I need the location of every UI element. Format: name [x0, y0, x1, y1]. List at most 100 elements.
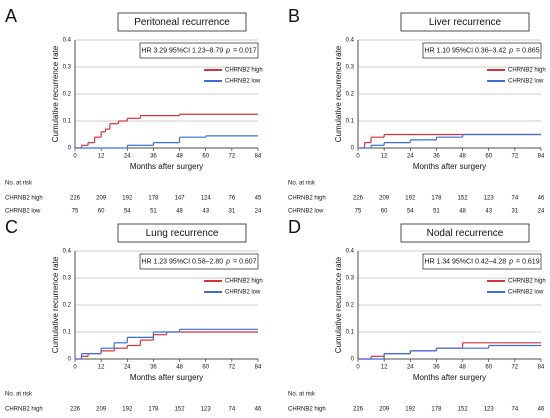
- x-tick-label: 12: [98, 365, 105, 371]
- x-tick-label: 84: [255, 154, 262, 160]
- p-label: p: [508, 47, 513, 54]
- y-tick-label: 0.1: [346, 119, 355, 125]
- x-tick-label: 84: [255, 365, 262, 371]
- risk-header: No. at risk: [5, 392, 33, 398]
- risk-value: 147: [175, 196, 186, 202]
- legend-label: CHRNB2 high: [225, 279, 263, 285]
- risk-header: No. at risk: [5, 181, 33, 187]
- x-tick-label: 36: [433, 154, 440, 160]
- risk-value: 123: [201, 407, 212, 413]
- risk-row-label: CHRNB2 high: [5, 407, 43, 413]
- p-value: = 0.619: [516, 258, 540, 265]
- panel-title: Peritoneal recurrence: [134, 17, 230, 28]
- panel: D Nodal recurrence 0 0.1 0.2 0.3 0.4 0 12 24 36 48 6…: [288, 217, 546, 413]
- risk-value: 74: [512, 196, 519, 202]
- y-tick-label: 0: [68, 146, 72, 152]
- y-axis-label: Cumulative recurrence rate: [334, 45, 343, 142]
- risk-value: 48: [459, 209, 466, 215]
- x-tick-label: 12: [381, 365, 388, 371]
- title-box: [400, 223, 530, 243]
- risk-value: 54: [407, 209, 414, 215]
- risk-value: 124: [201, 196, 212, 202]
- risk-value: 209: [379, 407, 390, 413]
- risk-value: 46: [538, 407, 545, 413]
- risk-value: 178: [431, 407, 442, 413]
- y-axis-label: Cumulative recurrence rate: [334, 256, 343, 353]
- risk-value: 48: [176, 209, 183, 215]
- y-tick-label: 0.2: [346, 303, 355, 309]
- y-tick-label: 0.4: [346, 249, 355, 255]
- panel-letter: A: [5, 6, 17, 26]
- risk-value: 209: [96, 196, 107, 202]
- title-box: [400, 12, 530, 32]
- hr-box: [422, 253, 542, 270]
- p-value: = 0.017: [233, 47, 257, 54]
- x-tick-label: 84: [538, 365, 545, 371]
- y-tick-label: 0.2: [63, 303, 72, 309]
- x-tick-label: 72: [512, 365, 519, 371]
- x-tick-label: 48: [176, 365, 183, 371]
- hr-box: [422, 42, 542, 59]
- x-tick-label: 24: [124, 154, 131, 160]
- y-tick-label: 0.3: [346, 65, 355, 71]
- panel-letter: B: [288, 6, 300, 26]
- risk-value: 31: [229, 209, 236, 215]
- risk-value: 192: [405, 407, 416, 413]
- x-tick-label: 24: [407, 365, 414, 371]
- legend-label: CHRNB2 low: [225, 290, 261, 296]
- x-axis-label: Months after surgery: [413, 373, 486, 382]
- y-tick-label: 0.3: [346, 276, 355, 282]
- x-tick-label: 12: [98, 154, 105, 160]
- title-box: [117, 223, 247, 243]
- y-axis-label: Cumulative recurrence rate: [51, 256, 60, 353]
- x-tick-label: 24: [124, 365, 131, 371]
- risk-value: 226: [353, 196, 364, 202]
- panel: A Peritoneal recurrence 0 0.1 0.2 0.3 0.4 0 12 24…: [5, 6, 263, 215]
- legend-label: CHRNB2 low: [508, 290, 544, 296]
- hr-annotation: HR 1.10 95%CI 0.36–3.42 p = 0.865: [424, 47, 539, 54]
- y-tick-label: 0.1: [346, 330, 355, 336]
- panel: C Lung recurrence 0 0.1 0.2 0.3 0.4 0 12 24 36 48 60…: [5, 217, 263, 413]
- x-tick-label: 0: [73, 365, 77, 371]
- risk-value: 24: [255, 209, 262, 215]
- x-tick-label: 72: [512, 154, 519, 160]
- x-tick-label: 48: [459, 365, 466, 371]
- x-tick-label: 0: [356, 154, 360, 160]
- p-label: p: [225, 47, 230, 54]
- x-tick-label: 12: [381, 154, 388, 160]
- risk-value: 192: [405, 196, 416, 202]
- risk-value: 152: [458, 407, 469, 413]
- risk-value: 178: [148, 196, 159, 202]
- risk-value: 45: [255, 196, 262, 202]
- risk-value: 60: [381, 209, 388, 215]
- risk-value: 123: [484, 196, 495, 202]
- risk-value: 43: [202, 209, 209, 215]
- risk-value: 178: [431, 196, 442, 202]
- risk-value: 54: [124, 209, 131, 215]
- x-axis-label: Months after surgery: [130, 373, 203, 382]
- legend-label: CHRNB2 high: [508, 68, 546, 74]
- y-tick-label: 0.2: [63, 92, 72, 98]
- risk-value: 75: [355, 209, 362, 215]
- x-tick-label: 60: [202, 365, 209, 371]
- risk-value: 31: [512, 209, 519, 215]
- y-tick-label: 0.4: [63, 249, 72, 255]
- risk-value: 192: [122, 196, 133, 202]
- x-tick-label: 72: [229, 365, 236, 371]
- p-value: = 0.865: [516, 47, 540, 54]
- risk-value: 24: [538, 209, 545, 215]
- risk-value: 226: [70, 407, 81, 413]
- y-tick-label: 0: [68, 357, 72, 363]
- hr-box: [139, 253, 259, 270]
- y-tick-label: 0.2: [346, 92, 355, 98]
- panel: B Liver recurrence 0 0.1 0.2 0.3 0.4 0 12 24 36 48 6…: [288, 6, 546, 215]
- x-tick-label: 60: [202, 154, 209, 160]
- legend-label: CHRNB2 high: [225, 68, 263, 74]
- x-tick-label: 24: [407, 154, 414, 160]
- x-axis-label: Months after surgery: [413, 162, 486, 171]
- risk-value: 76: [229, 196, 236, 202]
- risk-row-label: CHRNB2 high: [5, 196, 43, 202]
- y-tick-label: 0.3: [63, 276, 72, 282]
- p-label: p: [225, 258, 230, 265]
